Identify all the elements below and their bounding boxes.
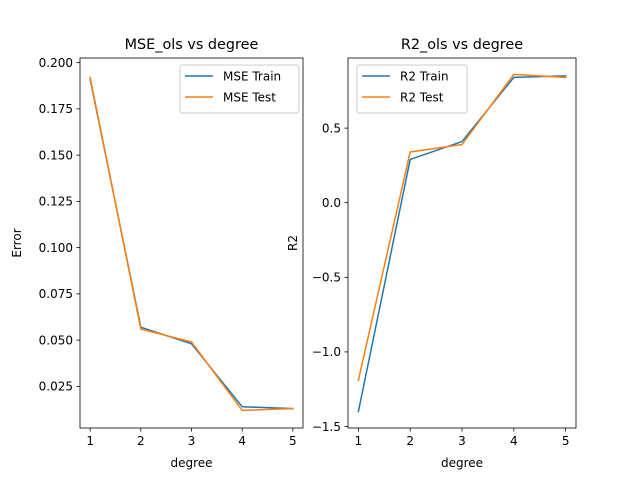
chart-1: MSE_ols vs degree 1 2 3 4 5 0.025 0.050 0.075 0.1…: [10, 37, 304, 470]
y-tick-label: 0.0: [322, 196, 341, 210]
series-line-2: [89, 76, 294, 412]
y-tick-label: 0.150: [39, 148, 73, 162]
legend-label: MSE Test: [223, 90, 276, 104]
y-tick-label: −1.5: [312, 420, 341, 434]
y-tick-label: 0.175: [39, 102, 73, 116]
y-axis-label: Error: [10, 228, 24, 257]
legend: R2 Train R2 Test: [356, 64, 468, 114]
legend: MSE Train MSE Test: [179, 64, 300, 114]
x-tick-label: 3: [188, 434, 196, 448]
series-line-2: [357, 73, 567, 382]
x-tick-label: 5: [562, 434, 570, 448]
y-tick-label: 0.100: [39, 241, 73, 255]
x-tick-label: 1: [86, 434, 94, 448]
legend-box: [356, 64, 468, 114]
y-tick-label: −0.5: [312, 271, 341, 285]
y-tick-label: 0.125: [39, 195, 73, 209]
y-axis-label: R2: [286, 235, 300, 251]
chart-title: R2_ols vs degree: [401, 37, 523, 53]
y-tick-label: −1.0: [312, 345, 341, 359]
legend-box: [179, 64, 300, 114]
chart-title: MSE_ols vs degree: [125, 37, 259, 53]
y-tick-label: 0.075: [39, 287, 73, 301]
x-axis-label: degree: [170, 456, 212, 470]
legend-label: R2 Train: [400, 69, 449, 83]
x-tick-label: 1: [355, 434, 363, 448]
x-tick-label: 2: [406, 434, 414, 448]
x-tick-label: 3: [458, 434, 466, 448]
y-tick-label: 0.025: [39, 380, 73, 394]
x-tick-label: 4: [510, 434, 518, 448]
legend-label: R2 Test: [400, 90, 444, 104]
x-axis-label: degree: [441, 456, 483, 470]
x-tick-label: 2: [137, 434, 145, 448]
y-tick-label: 0.050: [39, 333, 73, 347]
chart-2: R2_ols vs degree 1 2 3 4 5 −1.5 −1.0 −0.5 0.0 0.5 d…: [286, 37, 577, 470]
x-tick-label: 4: [238, 434, 246, 448]
series-line-1: [357, 75, 567, 413]
x-tick-label: 5: [289, 434, 297, 448]
legend-label: MSE Train: [223, 69, 281, 83]
y-tick-label: 0.5: [322, 121, 341, 135]
y-tick-label: 0.200: [39, 56, 73, 70]
series-line-1: [89, 78, 294, 410]
